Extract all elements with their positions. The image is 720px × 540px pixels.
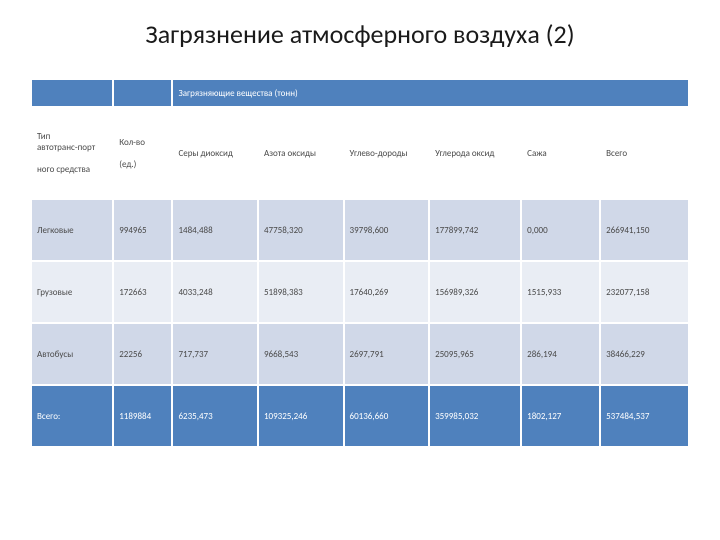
col-header-qty-l2: (ед.) xyxy=(119,159,136,170)
row-c1: 4033,248 xyxy=(172,261,258,323)
group-header: Загрязняющие вещества (тонн) xyxy=(172,79,689,107)
col-header-type-l1: Тип xyxy=(37,131,50,142)
col-header-qty-l1: Кол-во xyxy=(119,137,145,148)
col-header-c2: Азота оксиды xyxy=(258,107,344,199)
row-c4: 25095,965 xyxy=(429,323,521,385)
row-c4: 177899,742 xyxy=(429,199,521,261)
row-c2: 109325,246 xyxy=(258,385,344,447)
row-c5: 1515,933 xyxy=(521,261,600,323)
row-c2: 47758,320 xyxy=(258,199,344,261)
row-c6: 537484,537 xyxy=(600,385,689,447)
col-header-type-l2: автотранс-порт xyxy=(37,142,95,153)
col-header-c1: Серы диоксид xyxy=(172,107,258,199)
table-row: Легковые 994965 1484,488 47758,320 39798… xyxy=(31,199,689,261)
row-label: Всего: xyxy=(31,385,113,447)
col-header-c3: Углево-дороды xyxy=(344,107,430,199)
row-label: Грузовые xyxy=(31,261,113,323)
row-qty: 1189884 xyxy=(113,385,172,447)
page-title: Загрязнение атмосферного воздуха (2) xyxy=(30,18,690,50)
header-group-row: Загрязняющие вещества (тонн) xyxy=(31,79,689,107)
table-row-total: Всего: 1189884 6235,473 109325,246 60136… xyxy=(31,385,689,447)
table-row: Грузовые 172663 4033,248 51898,383 17640… xyxy=(31,261,689,323)
row-c4: 156989,326 xyxy=(429,261,521,323)
col-header-qty: Кол-во (ед.) xyxy=(113,107,172,199)
row-c6: 38466,229 xyxy=(600,323,689,385)
row-c1: 1484,488 xyxy=(172,199,258,261)
row-c6: 232077,158 xyxy=(600,261,689,323)
row-c5: 1802,127 xyxy=(521,385,600,447)
row-c2: 51898,383 xyxy=(258,261,344,323)
pollution-table: Загрязняющие вещества (тонн) Тип автотра… xyxy=(30,78,690,448)
slide: Загрязнение атмосферного воздуха (2) Заг… xyxy=(0,0,720,540)
row-c3: 2697,791 xyxy=(344,323,430,385)
row-c3: 60136,660 xyxy=(344,385,430,447)
row-label: Автобусы xyxy=(31,323,113,385)
col-header-type: Тип автотранс-порт ного средства xyxy=(31,107,113,199)
row-c5: 286,194 xyxy=(521,323,600,385)
col-header-c4: Углерода оксид xyxy=(429,107,521,199)
row-c1: 6235,473 xyxy=(172,385,258,447)
row-c1: 717,737 xyxy=(172,323,258,385)
row-c2: 9668,543 xyxy=(258,323,344,385)
row-qty: 994965 xyxy=(113,199,172,261)
col-header-c5: Сажа xyxy=(521,107,600,199)
row-qty: 22256 xyxy=(113,323,172,385)
row-qty: 172663 xyxy=(113,261,172,323)
col-header-type-l3: ного средства xyxy=(37,164,90,175)
table-row: Автобусы 22256 717,737 9668,543 2697,791… xyxy=(31,323,689,385)
row-label: Легковые xyxy=(31,199,113,261)
blank-cell xyxy=(113,79,172,107)
row-c3: 17640,269 xyxy=(344,261,430,323)
row-c3: 39798,600 xyxy=(344,199,430,261)
header-sub-row: Тип автотранс-порт ного средства Кол-во … xyxy=(31,107,689,199)
col-header-c6: Всего xyxy=(600,107,689,199)
row-c6: 266941,150 xyxy=(600,199,689,261)
row-c5: 0,000 xyxy=(521,199,600,261)
row-c4: 359985,032 xyxy=(429,385,521,447)
blank-cell xyxy=(31,79,113,107)
